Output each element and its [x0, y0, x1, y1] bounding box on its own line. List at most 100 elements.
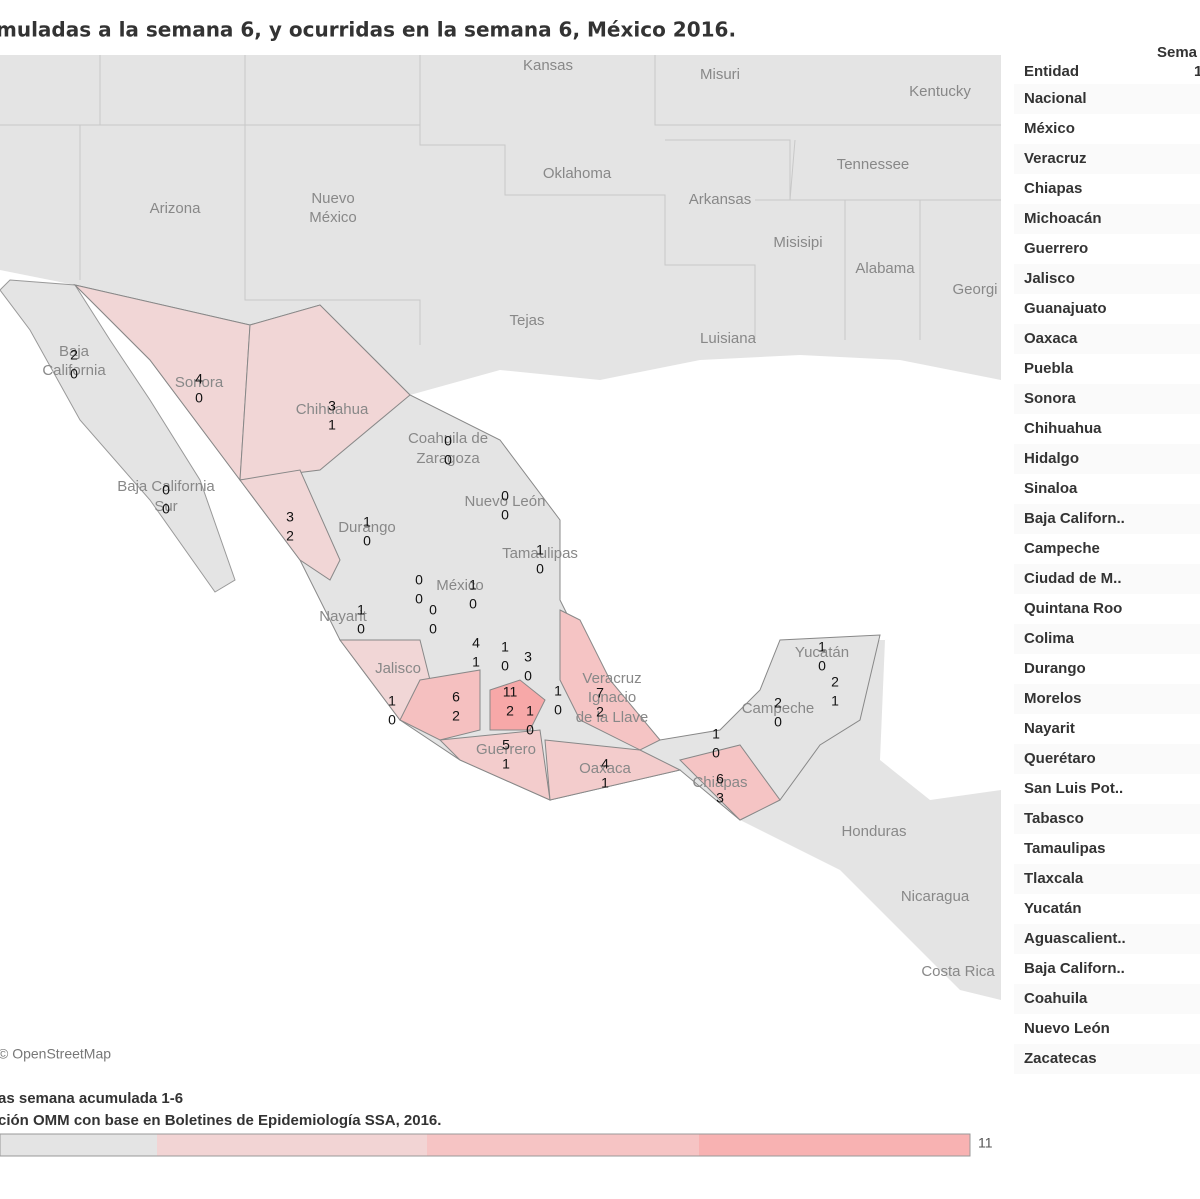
place-label: Baja California [117, 478, 215, 495]
place-label: Misisipi [773, 234, 822, 251]
place-label: Arkansas [689, 191, 752, 208]
place-label: Yucatán [795, 644, 849, 661]
row-label: Oaxaca [1024, 330, 1078, 347]
table: Entidad Sema 1 Nacional México Veracruz Chi… [1003, 44, 1200, 1074]
state-value: 2 [286, 528, 294, 544]
place-label: Nuevo León [465, 493, 546, 510]
row-label: México [1024, 120, 1075, 137]
state-value: 1 [501, 639, 509, 655]
state-value: 0 [712, 745, 720, 761]
row-label: Guerrero [1024, 240, 1088, 257]
state-value: 6 [716, 771, 724, 787]
state-value: 0 [415, 591, 423, 607]
state-value: 2 [506, 703, 514, 719]
place-label: México [309, 209, 357, 226]
state-value: 2 [774, 695, 782, 711]
legend-title: as semana acumulada 1-6 [0, 1090, 183, 1107]
row-band [1014, 204, 1200, 234]
state-value: 1 [712, 726, 720, 742]
place-label: Oklahoma [543, 165, 612, 182]
state-value: 3 [328, 398, 336, 414]
state-value: 0 [363, 533, 371, 549]
row-band [1014, 84, 1200, 114]
row-label: Colima [1024, 630, 1075, 647]
state-value: 3 [286, 509, 294, 525]
place-label: Veracruz [582, 670, 641, 687]
place-label: Kansas [523, 57, 573, 74]
state-value: 0 [774, 714, 782, 730]
row-band [1014, 564, 1200, 594]
place-label: Nicaragua [901, 888, 970, 905]
mexico-states [73, 284, 881, 821]
state-value: 11 [503, 684, 518, 700]
row-label: Aguascalient.. [1024, 930, 1126, 947]
legend: as semana acumulada 1-6 ción OMM con bas… [0, 1090, 993, 1157]
state-value: 1 [554, 683, 562, 699]
row-label: Campeche [1024, 540, 1100, 557]
place-label: Tennessee [837, 156, 910, 173]
place-label: Misuri [700, 66, 740, 83]
place-label: Durango [338, 519, 396, 536]
state-value: 0 [429, 602, 437, 618]
state-value: 1 [469, 577, 477, 593]
gulf [410, 355, 1001, 740]
pacific [0, 270, 1001, 1070]
state-value: 0 [554, 702, 562, 718]
place-label: Georgi [952, 281, 997, 298]
state-value: 0 [526, 722, 534, 738]
row-label: Nacional [1024, 90, 1087, 107]
state-value: 1 [818, 639, 826, 655]
state-value: 2 [596, 704, 604, 720]
state-value: 1 [526, 703, 534, 719]
attribution: © OpenStreetMap [0, 1046, 111, 1062]
place-label: Alabama [855, 260, 915, 277]
row-label: Jalisco [1024, 270, 1075, 287]
place-label: de la Llave [576, 709, 649, 726]
state-value: 2 [831, 674, 839, 690]
place-label: Luisiana [700, 330, 757, 347]
row-label: Quintana Roo [1024, 600, 1122, 617]
state-value: 1 [601, 775, 609, 791]
row-band [1014, 1044, 1200, 1074]
place-label: Tejas [509, 312, 544, 329]
row-band [1014, 984, 1200, 1014]
place-label: Nayarit [319, 608, 367, 625]
state-value: 3 [716, 790, 724, 806]
map: Kansas Misuri Kentucky Oklahoma Tennessee Ari… [0, 55, 1001, 1070]
state-value: 7 [596, 685, 604, 701]
place-label: Chihuahua [296, 401, 369, 418]
row-label: Querétaro [1024, 750, 1096, 767]
legend-max: 11 [978, 1135, 993, 1151]
row-label: Hidalgo [1024, 450, 1079, 467]
legend-source: ción OMM con base en Boletines de Epidem… [0, 1112, 441, 1129]
row-band [1014, 384, 1200, 414]
row-band [1014, 864, 1200, 894]
state-value: 1 [831, 693, 839, 709]
place-label: Chiapas [692, 774, 747, 791]
row-label: Durango [1024, 660, 1086, 677]
place-label: Kentucky [909, 83, 971, 100]
state-value: 0 [70, 366, 78, 382]
state-value: 0 [501, 507, 509, 523]
row-label: Chiapas [1024, 180, 1082, 197]
row-label: Tlaxcala [1024, 870, 1084, 887]
state-value: 6 [452, 689, 460, 705]
row-band [1014, 804, 1200, 834]
state-value: 3 [524, 649, 532, 665]
row-band [1014, 924, 1200, 954]
place-label: Tamaulipas [502, 545, 578, 562]
state-value: 0 [195, 390, 203, 406]
us-borders [0, 55, 1001, 345]
column-header: Sema [1157, 44, 1198, 61]
state-value: 1 [502, 756, 510, 772]
place-label: Baja [59, 343, 90, 360]
state-value: 0 [444, 433, 452, 449]
state-value: 1 [536, 542, 544, 558]
state-value: 0 [501, 658, 509, 674]
column-header: 1 [1194, 63, 1200, 80]
row-label: Michoacán [1024, 210, 1102, 227]
row-band [1014, 504, 1200, 534]
state-value: 0 [162, 482, 170, 498]
state-value: 2 [70, 347, 78, 363]
